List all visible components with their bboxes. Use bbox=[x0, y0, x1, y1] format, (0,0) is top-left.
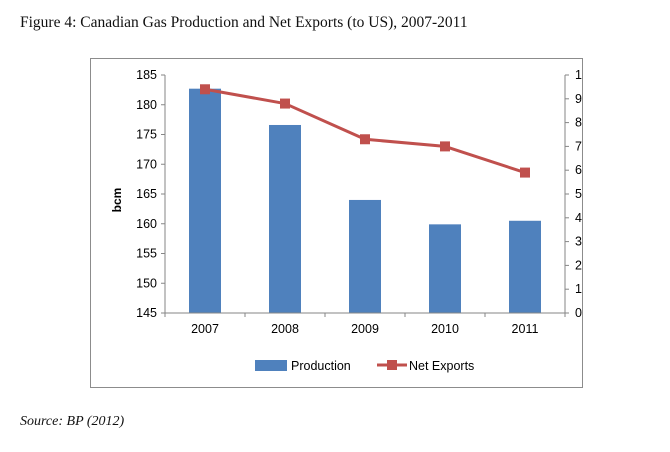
production-bar bbox=[269, 124, 301, 313]
right-tick-label: 100 bbox=[575, 68, 582, 82]
chart-svg: 145 150 155 160 165 170 175 180 185 0 10 20 30 40 50 6… bbox=[110, 68, 624, 373]
left-tick-label: 180 bbox=[136, 98, 157, 112]
net-exports-marker bbox=[360, 134, 370, 145]
left-tick-label: 170 bbox=[136, 157, 157, 171]
left-tick-label: 175 bbox=[136, 128, 157, 142]
production-bars bbox=[189, 88, 541, 313]
chart-frame: 145 150 155 160 165 170 175 180 185 0 10 20 30 40 50 6… bbox=[90, 58, 624, 388]
right-tick-label: 20 bbox=[575, 258, 582, 272]
left-tick-label: 145 bbox=[136, 306, 157, 320]
net-exports-marker bbox=[280, 98, 290, 109]
left-tick-label: 160 bbox=[136, 217, 157, 231]
right-tick-label: 80 bbox=[575, 116, 582, 130]
right-tick-label: 0 bbox=[575, 306, 582, 320]
legend-net-exports-label: Net Exports bbox=[409, 359, 474, 373]
left-tick-label: 150 bbox=[136, 276, 157, 290]
legend-net-exports-marker bbox=[387, 360, 397, 370]
net-exports-marker bbox=[200, 84, 210, 95]
right-tick-label: 10 bbox=[575, 282, 582, 296]
production-bar bbox=[509, 220, 541, 313]
x-axis-labels: 2007 2008 2009 2010 2011 bbox=[191, 322, 538, 336]
axes bbox=[164, 75, 566, 317]
legend-production-label: Production bbox=[291, 359, 351, 373]
right-tick-label: 90 bbox=[575, 92, 582, 106]
x-tick-label: 2009 bbox=[351, 322, 379, 336]
left-tick-label: 155 bbox=[136, 247, 157, 261]
legend: Production Net Exports bbox=[255, 359, 474, 373]
left-tick-label: 185 bbox=[136, 68, 157, 82]
left-axis-ticks: 145 150 155 160 165 170 175 180 185 bbox=[136, 68, 165, 320]
production-bar bbox=[429, 224, 461, 313]
x-tick-label: 2008 bbox=[271, 322, 299, 336]
source-note: Source: BP (2012) bbox=[20, 414, 125, 429]
right-axis-ticks: 0 10 20 30 40 50 60 70 80 90 100 bbox=[565, 68, 596, 320]
net-exports-polyline bbox=[204, 87, 526, 175]
production-bar bbox=[349, 199, 381, 313]
left-tick-label: 165 bbox=[136, 187, 157, 201]
net-exports-line bbox=[200, 84, 530, 178]
right-tick-label: 40 bbox=[575, 211, 582, 225]
net-exports-marker bbox=[520, 167, 530, 178]
figure-title: Figure 4: Canadian Gas Production and Ne… bbox=[20, 14, 468, 31]
net-exports-marker bbox=[440, 141, 450, 152]
x-tick-label: 2010 bbox=[431, 322, 459, 336]
right-tick-label: 30 bbox=[575, 235, 582, 249]
x-tick-label: 2007 bbox=[191, 322, 219, 336]
production-bar bbox=[189, 88, 221, 313]
right-tick-label: 70 bbox=[575, 139, 582, 153]
left-axis-label: bcm bbox=[110, 188, 124, 213]
x-tick-label: 2011 bbox=[512, 322, 539, 336]
right-tick-label: 50 bbox=[575, 187, 582, 201]
legend-production-swatch bbox=[255, 360, 287, 371]
right-tick-label: 60 bbox=[575, 163, 582, 177]
